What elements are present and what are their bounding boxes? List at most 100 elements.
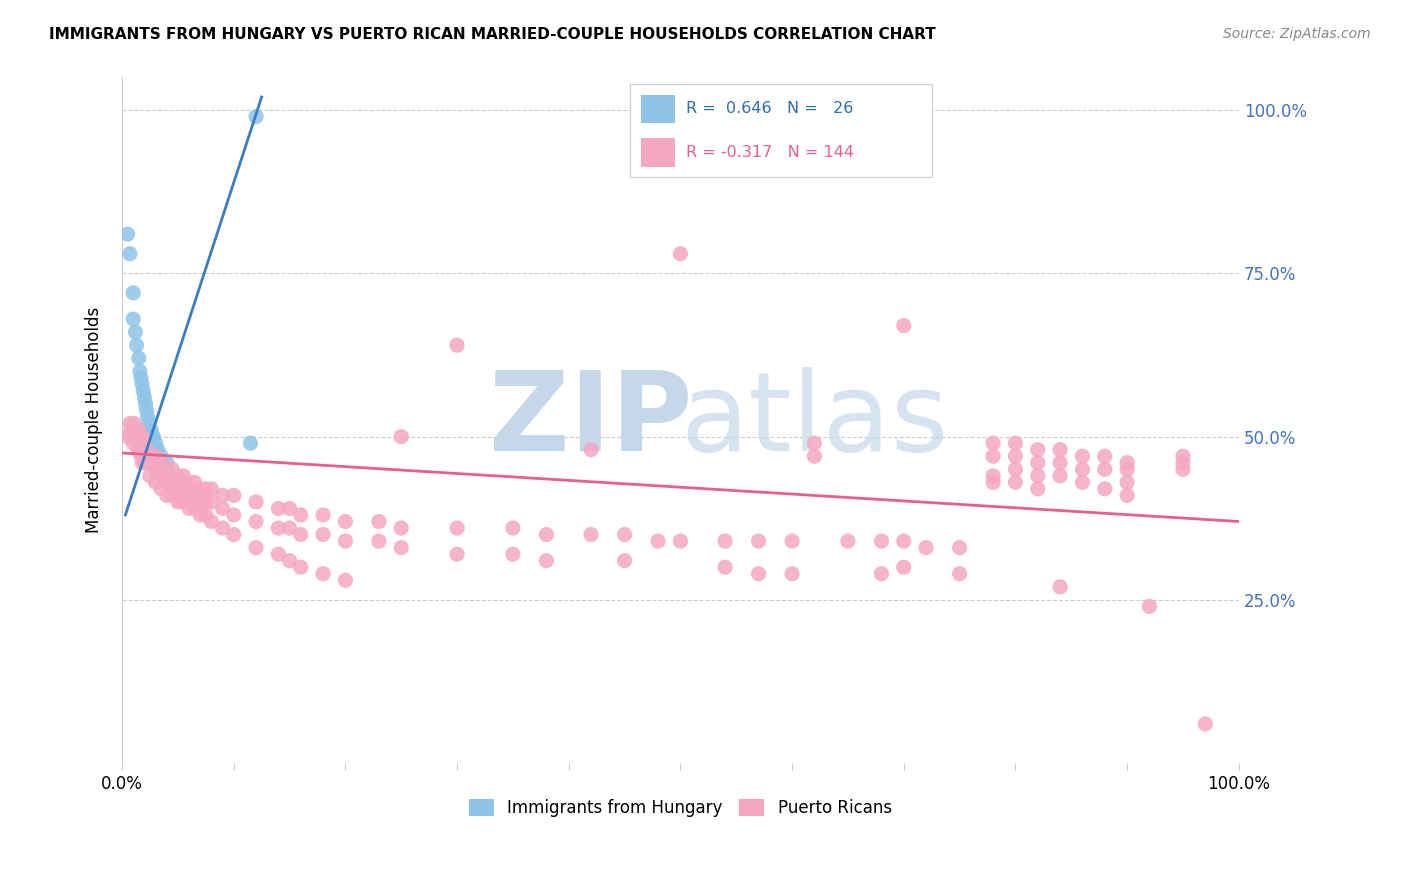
Point <box>118 246 141 260</box>
Point <box>156 456 179 470</box>
Point <box>1004 475 1026 490</box>
Point <box>446 521 468 535</box>
Point <box>200 482 222 496</box>
Point <box>129 449 152 463</box>
Point <box>177 501 200 516</box>
Point <box>134 397 156 411</box>
Point <box>134 391 156 405</box>
Point <box>290 527 312 541</box>
Point <box>1026 468 1049 483</box>
Y-axis label: Married-couple Households: Married-couple Households <box>86 307 103 533</box>
Point <box>135 456 157 470</box>
Point <box>267 547 290 561</box>
Point <box>135 403 157 417</box>
Point <box>1194 717 1216 731</box>
Point <box>1071 475 1094 490</box>
Point <box>536 554 558 568</box>
Point <box>138 417 160 431</box>
FancyBboxPatch shape <box>630 85 932 177</box>
Point <box>1071 449 1094 463</box>
Point <box>579 442 602 457</box>
Point <box>949 566 972 581</box>
Point <box>139 468 162 483</box>
Point <box>870 566 893 581</box>
Point <box>1139 599 1161 614</box>
Point <box>893 318 915 333</box>
Point <box>803 436 825 450</box>
Point <box>150 449 173 463</box>
Point <box>120 423 142 437</box>
Point <box>1116 475 1139 490</box>
Point <box>222 508 245 522</box>
Point <box>122 423 145 437</box>
Point <box>1094 482 1116 496</box>
Point <box>267 521 290 535</box>
Point <box>134 442 156 457</box>
Point <box>669 534 692 549</box>
Point <box>136 449 159 463</box>
Point <box>132 436 155 450</box>
Point <box>124 325 146 339</box>
Point <box>389 521 412 535</box>
Point <box>1171 456 1194 470</box>
Point <box>131 429 153 443</box>
Point <box>129 364 152 378</box>
Point <box>389 541 412 555</box>
Point <box>1004 462 1026 476</box>
Point <box>183 501 205 516</box>
Point <box>146 442 169 457</box>
Point <box>278 521 301 535</box>
Point <box>194 495 217 509</box>
Point <box>1094 462 1116 476</box>
Point <box>129 429 152 443</box>
Point <box>748 534 770 549</box>
Point <box>714 534 737 549</box>
Point <box>141 429 163 443</box>
Point <box>290 560 312 574</box>
Point <box>125 338 148 352</box>
Point <box>1071 462 1094 476</box>
Point <box>502 547 524 561</box>
Point <box>1004 436 1026 450</box>
Point <box>312 527 335 541</box>
Point <box>127 429 149 443</box>
Point <box>117 227 139 242</box>
Legend: Immigrants from Hungary, Puerto Ricans: Immigrants from Hungary, Puerto Ricans <box>463 792 898 823</box>
Point <box>335 534 357 549</box>
Point <box>139 456 162 470</box>
Point <box>245 110 267 124</box>
Point <box>172 495 194 509</box>
Point <box>647 534 669 549</box>
Point <box>128 423 150 437</box>
Text: atlas: atlas <box>681 367 949 474</box>
Point <box>156 462 179 476</box>
Point <box>536 527 558 541</box>
Point <box>177 475 200 490</box>
Point <box>177 488 200 502</box>
Point <box>127 442 149 457</box>
Point <box>915 541 938 555</box>
Point <box>222 527 245 541</box>
Point <box>172 468 194 483</box>
Point <box>748 566 770 581</box>
Point <box>267 501 290 516</box>
Point <box>122 312 145 326</box>
Text: R =  0.646   N =   26: R = 0.646 N = 26 <box>686 102 853 117</box>
Point <box>1171 462 1194 476</box>
Point <box>949 541 972 555</box>
Point <box>122 436 145 450</box>
Point <box>200 495 222 509</box>
Point <box>211 501 233 516</box>
Point <box>278 501 301 516</box>
Point <box>1116 462 1139 476</box>
Point <box>124 429 146 443</box>
Point <box>389 429 412 443</box>
Point <box>122 285 145 300</box>
Point <box>579 527 602 541</box>
Point <box>1116 488 1139 502</box>
Point <box>1026 482 1049 496</box>
Text: R = -0.317   N = 144: R = -0.317 N = 144 <box>686 145 853 160</box>
Point <box>145 436 167 450</box>
Point <box>367 515 389 529</box>
Point <box>156 488 179 502</box>
